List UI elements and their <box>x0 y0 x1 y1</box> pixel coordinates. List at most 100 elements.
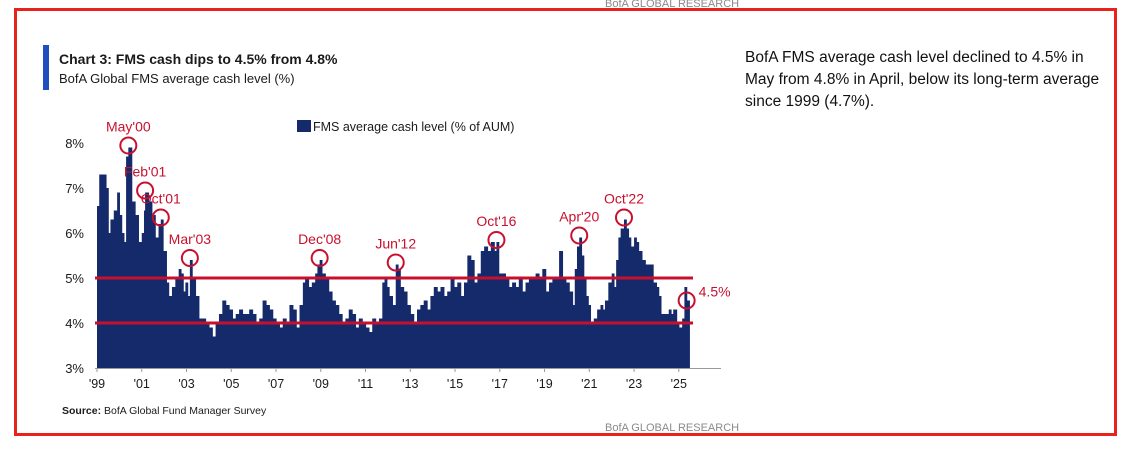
bar <box>676 323 680 368</box>
x-tick-label: '13 <box>402 377 418 391</box>
bar <box>653 282 658 368</box>
bar <box>319 260 323 368</box>
bar <box>512 282 517 368</box>
bar <box>163 251 167 368</box>
bar <box>686 300 690 368</box>
bar <box>141 233 145 368</box>
annotation-label: Feb'01 <box>124 164 167 180</box>
bar <box>183 291 186 368</box>
bar <box>311 282 316 368</box>
bar <box>282 318 287 368</box>
bar <box>187 296 191 368</box>
bar <box>597 309 602 368</box>
bar <box>185 282 189 368</box>
bar <box>480 251 485 368</box>
bar <box>400 287 405 368</box>
bar <box>128 147 133 368</box>
bar <box>673 309 678 368</box>
bar <box>417 309 421 368</box>
bar <box>355 327 360 368</box>
bar <box>352 314 357 368</box>
bar <box>212 336 217 368</box>
bar <box>145 192 150 368</box>
bar <box>392 305 397 368</box>
annotation-label: Apr'20 <box>559 209 599 225</box>
title-accent-bar <box>43 45 49 90</box>
bar <box>626 228 630 368</box>
annotation-label: Jun'12 <box>375 236 416 252</box>
bar <box>618 237 622 368</box>
bar <box>645 264 649 368</box>
x-tick-label: '21 <box>581 377 597 391</box>
bar <box>331 300 336 368</box>
bar <box>457 282 462 368</box>
bar <box>249 309 254 368</box>
bar <box>321 273 326 368</box>
bar <box>338 314 343 368</box>
bar <box>143 210 146 368</box>
bar <box>108 233 112 368</box>
bar <box>602 309 606 368</box>
bar <box>372 318 377 368</box>
bar <box>433 287 438 368</box>
bar <box>308 287 313 368</box>
bar <box>245 314 250 368</box>
x-tick-label: '23 <box>626 377 642 391</box>
bar <box>389 296 393 368</box>
bar <box>276 323 280 368</box>
bar <box>684 287 688 368</box>
bar <box>453 287 458 368</box>
annotation-circle <box>487 231 506 249</box>
bar <box>628 237 632 368</box>
bar <box>292 309 297 368</box>
legend-label: FMS average cash level (% of AUM) <box>313 120 514 134</box>
bar <box>151 215 156 368</box>
bar <box>131 201 136 368</box>
brand-top: BofA GLOBAL RESEARCH <box>605 0 740 10</box>
bar <box>180 273 184 368</box>
annotation-label: Oct'01 <box>141 191 181 207</box>
bar <box>634 237 637 368</box>
x-tick-label: '17 <box>492 377 508 391</box>
bar <box>611 273 615 368</box>
annotation-label: Dec'08 <box>298 231 341 247</box>
bar <box>365 327 370 368</box>
bar <box>664 314 668 368</box>
bar <box>168 296 173 368</box>
annotation-circle <box>310 249 329 267</box>
bar <box>386 287 390 368</box>
bar <box>515 287 520 368</box>
bar <box>225 305 230 368</box>
bar <box>565 282 570 368</box>
y-tick-label: 6% <box>65 226 84 241</box>
bar <box>348 309 353 368</box>
bar <box>286 323 291 368</box>
bar <box>496 242 500 368</box>
y-tick-label: 3% <box>65 361 84 376</box>
bar <box>375 323 380 368</box>
bar <box>443 296 448 368</box>
bar <box>420 305 425 368</box>
bar <box>641 260 646 368</box>
bar <box>328 291 333 368</box>
annotation-label: 4.5% <box>699 284 731 300</box>
bar <box>525 282 530 368</box>
bar <box>535 273 540 368</box>
bar <box>588 305 592 368</box>
bar <box>358 318 363 368</box>
bar <box>585 296 589 368</box>
bar <box>269 309 274 368</box>
bar <box>302 282 306 368</box>
bar <box>490 242 495 368</box>
annotation-circle <box>614 208 633 227</box>
bar <box>579 237 583 368</box>
bar <box>440 287 445 368</box>
bar <box>123 242 127 368</box>
x-tick-label: '99 <box>89 377 105 391</box>
bar <box>345 318 350 368</box>
bar <box>215 323 220 368</box>
bar <box>110 219 115 368</box>
bar <box>99 174 104 368</box>
bar <box>545 291 550 368</box>
annotation-circle <box>677 291 696 310</box>
